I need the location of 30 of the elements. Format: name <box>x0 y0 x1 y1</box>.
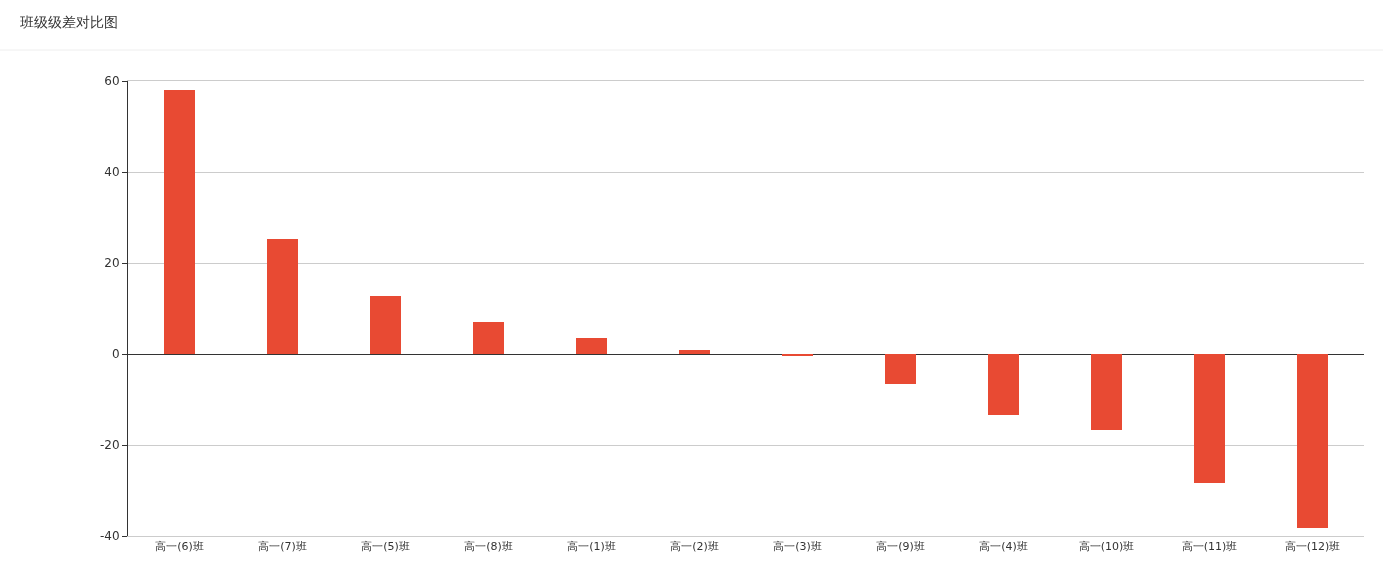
x-tick-label: 高一(9)班 <box>876 540 925 554</box>
bar <box>164 90 195 354</box>
chart-title: 班级级差对比图 <box>20 13 118 30</box>
y-tick-label: -20 <box>99 438 120 453</box>
bar <box>1091 354 1122 430</box>
bar <box>1297 354 1328 528</box>
y-tick-label: 60 <box>104 74 120 89</box>
bar <box>473 322 504 354</box>
x-tick-label: 高一(10)班 <box>1078 540 1135 554</box>
bar <box>576 338 607 354</box>
x-tick-label: 高一(2)班 <box>670 540 719 554</box>
y-tick-label: 40 <box>104 165 120 180</box>
y-tick-label: 20 <box>104 256 120 271</box>
x-tick-label: 高一(12)班 <box>1284 540 1341 554</box>
y-tick-label: -40 <box>99 529 120 544</box>
bar <box>679 350 710 354</box>
x-tick-label: 高一(8)班 <box>464 540 513 554</box>
bar <box>370 296 401 354</box>
x-tick-label: 高一(11)班 <box>1181 540 1238 554</box>
bar <box>988 354 1019 415</box>
bar <box>885 354 916 384</box>
x-tick-label: 高一(4)班 <box>979 540 1028 554</box>
bar <box>1194 354 1225 483</box>
x-tick-label: 高一(6)班 <box>155 540 204 554</box>
x-tick-label: 高一(1)班 <box>567 540 616 554</box>
y-tick-label: 0 <box>111 347 120 362</box>
x-tick-label: 高一(5)班 <box>361 540 410 554</box>
bar <box>267 239 298 354</box>
x-tick-label: 高一(7)班 <box>258 540 307 554</box>
x-tick-label: 高一(3)班 <box>773 540 822 554</box>
